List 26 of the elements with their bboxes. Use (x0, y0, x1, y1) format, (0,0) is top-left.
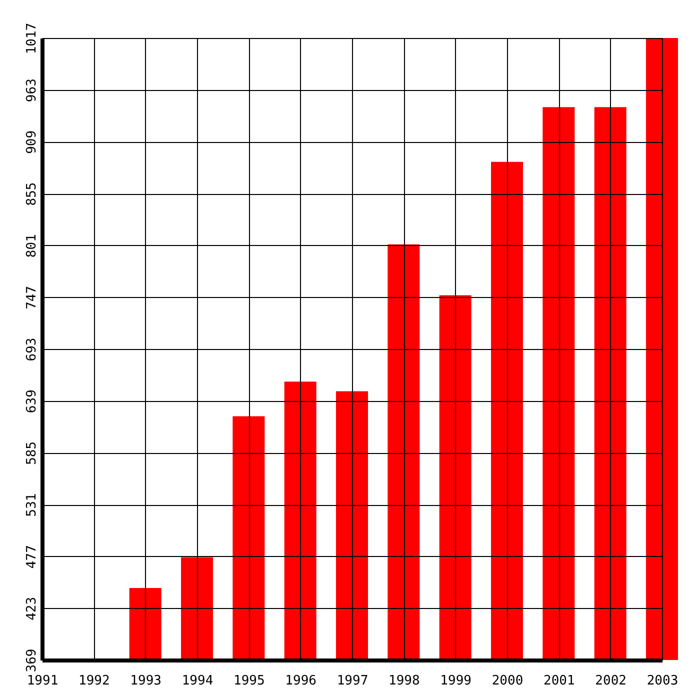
x-tick-label: 2000 (492, 674, 524, 688)
y-tick-label: 855 (24, 182, 40, 206)
x-tick-label: 1998 (388, 674, 420, 688)
x-tick-label: 1996 (285, 674, 316, 688)
y-tick-label: 963 (24, 78, 40, 102)
x-tick-label: 1997 (336, 674, 368, 688)
y-tick-label: 585 (24, 441, 40, 465)
y-tick-label: 369 (24, 648, 40, 672)
y-tick-label: 693 (24, 338, 40, 362)
y-tick-label: 639 (24, 390, 40, 414)
x-tick-label: 1999 (440, 674, 472, 688)
x-tick-label: 1992 (78, 674, 110, 688)
y-tick-label: 1017 (24, 22, 40, 54)
x-tick-label: 1991 (26, 674, 58, 688)
x-tick-label: 2001 (544, 674, 575, 688)
y-tick-label: 747 (24, 286, 40, 310)
x-tick-label: 2003 (646, 674, 678, 688)
y-tick-label: 423 (24, 596, 40, 620)
x-tick-label: 1995 (234, 674, 265, 688)
y-tick-label: 477 (24, 545, 40, 569)
y-tick-label: 801 (24, 234, 40, 258)
y-tick-label: 531 (24, 493, 40, 517)
x-tick-label: 1994 (182, 674, 214, 688)
y-tick-label: 909 (24, 130, 40, 154)
x-tick-label: 2002 (595, 674, 626, 688)
x-tick-label: 1993 (130, 674, 162, 688)
